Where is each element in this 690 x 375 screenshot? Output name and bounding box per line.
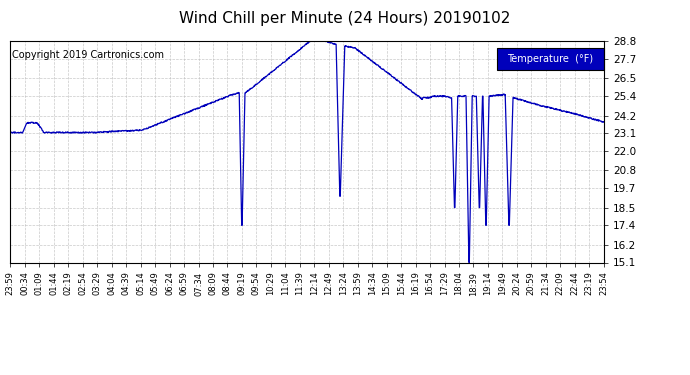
Text: Copyright 2019 Cartronics.com: Copyright 2019 Cartronics.com [12,50,164,60]
Bar [497,48,604,70]
Text: Wind Chill per Minute (24 Hours) 20190102: Wind Chill per Minute (24 Hours) 2019010… [179,11,511,26]
Text: Temperature  (°F): Temperature (°F) [507,54,593,64]
